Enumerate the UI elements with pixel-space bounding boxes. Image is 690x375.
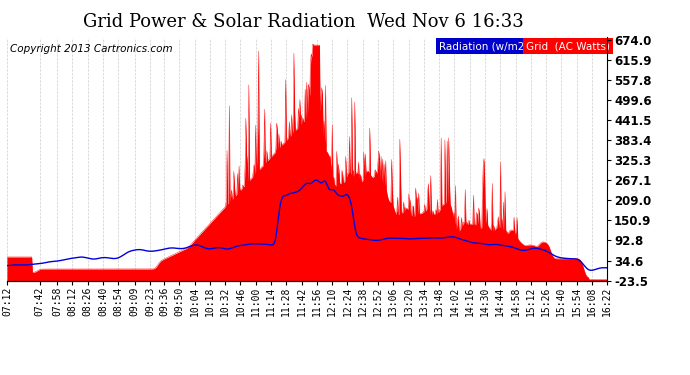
Text: Copyright 2013 Cartronics.com: Copyright 2013 Cartronics.com: [10, 44, 172, 54]
Text: Radiation (w/m2): Radiation (w/m2): [439, 41, 529, 51]
Text: Grid  (AC Watts): Grid (AC Watts): [526, 41, 610, 51]
Text: Grid Power & Solar Radiation  Wed Nov 6 16:33: Grid Power & Solar Radiation Wed Nov 6 1…: [83, 13, 524, 31]
